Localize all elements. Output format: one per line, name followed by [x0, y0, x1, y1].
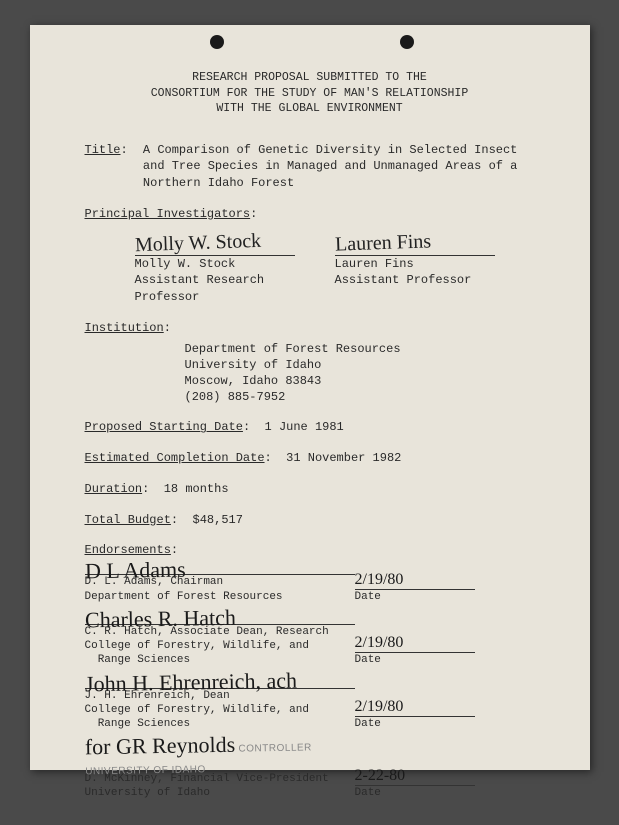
- title-label: Title: [85, 143, 121, 157]
- document-page: RESEARCH PROPOSAL SUBMITTED TO THE CONSO…: [30, 25, 590, 770]
- pi-name-2: Lauren Fins: [335, 256, 535, 273]
- duration-row: Duration: 18 months: [85, 481, 535, 498]
- endorsement-date: 2/19/80: [355, 698, 404, 715]
- institution-line-3: Moscow, Idaho 83843: [185, 373, 535, 389]
- completion-row: Estimated Completion Date: 31 November 1…: [85, 450, 535, 467]
- date-label: Date: [355, 653, 475, 667]
- date-label: Date: [355, 717, 475, 731]
- duration-value: 18 months: [164, 482, 229, 496]
- punch-hole-right: [400, 35, 414, 49]
- institution-line-2: University of Idaho: [185, 357, 535, 373]
- pi-block-1: Molly W. Stock Molly W. Stock Assistant …: [135, 229, 335, 306]
- title-text: A Comparison of Genetic Diversity in Sel…: [143, 142, 523, 192]
- endorsement-row: John H. Ehrenreich, achJ. H. Ehrenreich,…: [85, 672, 535, 732]
- endorsement-affiliation: College of Forestry, Wildlife, and Range…: [85, 639, 355, 668]
- institution-section: Institution: Department of Forest Resour…: [85, 320, 535, 406]
- endorsement-affiliation: College of Forestry, Wildlife, and Range…: [85, 703, 355, 732]
- document-header: RESEARCH PROPOSAL SUBMITTED TO THE CONSO…: [85, 70, 535, 117]
- pi-role-2: Assistant Professor: [335, 272, 535, 289]
- endorsement-row: D L AdamsD. L. Adams, ChairmanDepartment…: [85, 559, 535, 604]
- endorsements-label: Endorsements: [85, 543, 171, 557]
- header-line1: RESEARCH PROPOSAL SUBMITTED TO THE: [85, 70, 535, 86]
- pi-label: Principal Investigators: [85, 207, 251, 221]
- duration-label: Duration: [85, 482, 143, 496]
- institution-label: Institution: [85, 321, 164, 335]
- header-line3: WITH THE GLOBAL ENVIRONMENT: [85, 101, 535, 117]
- budget-label: Total Budget: [85, 513, 171, 527]
- start-label: Proposed Starting Date: [85, 420, 243, 434]
- pi-block-2: Lauren Fins Lauren Fins Assistant Profes…: [335, 229, 535, 306]
- endorsement-signature: for GR Reynolds CONTROLLER UNIVERSITY OF…: [84, 733, 355, 777]
- endorsement-date: 2/19/80: [355, 634, 404, 651]
- endorsement-row: Charles R. HatchC. R. Hatch, Associate D…: [85, 608, 535, 668]
- title-row: Title: A Comparison of Genetic Diversity…: [85, 142, 535, 192]
- endorsement-date: 2/19/80: [355, 571, 404, 588]
- pi-section: Principal Investigators: Molly W. Stock …: [85, 206, 535, 306]
- completion-label: Estimated Completion Date: [85, 451, 265, 465]
- pi-role-1: Assistant Research Professor: [135, 272, 335, 306]
- controller-stamp: CONTROLLER UNIVERSITY OF IDAHO: [85, 743, 312, 778]
- pi-signature-2: Lauren Fins: [334, 227, 431, 258]
- budget-row: Total Budget: $48,517: [85, 512, 535, 529]
- completion-value: 31 November 1982: [286, 451, 401, 465]
- endorsement-date: 2-22-80: [355, 767, 406, 784]
- start-row: Proposed Starting Date: 1 June 1981: [85, 419, 535, 436]
- endorsement-affiliation: University of Idaho: [85, 786, 355, 800]
- endorsement-row: for GR Reynolds CONTROLLER UNIVERSITY OF…: [85, 735, 535, 800]
- endorsement-signature: D L Adams: [84, 556, 354, 581]
- pi-signature-1: Molly W. Stock: [134, 227, 261, 259]
- endorsements-section: Endorsements: D L AdamsD. L. Adams, Chai…: [85, 543, 535, 801]
- date-label: Date: [355, 590, 475, 604]
- institution-line-4: (208) 885-7952: [185, 389, 535, 405]
- budget-value: $48,517: [193, 513, 243, 527]
- header-line2: CONSORTIUM FOR THE STUDY OF MAN'S RELATI…: [85, 86, 535, 102]
- date-label: Date: [355, 786, 475, 800]
- punch-hole-left: [210, 35, 224, 49]
- institution-line-1: Department of Forest Resources: [185, 341, 535, 357]
- start-value: 1 June 1981: [265, 420, 344, 434]
- endorsement-affiliation: Department of Forest Resources: [85, 590, 355, 604]
